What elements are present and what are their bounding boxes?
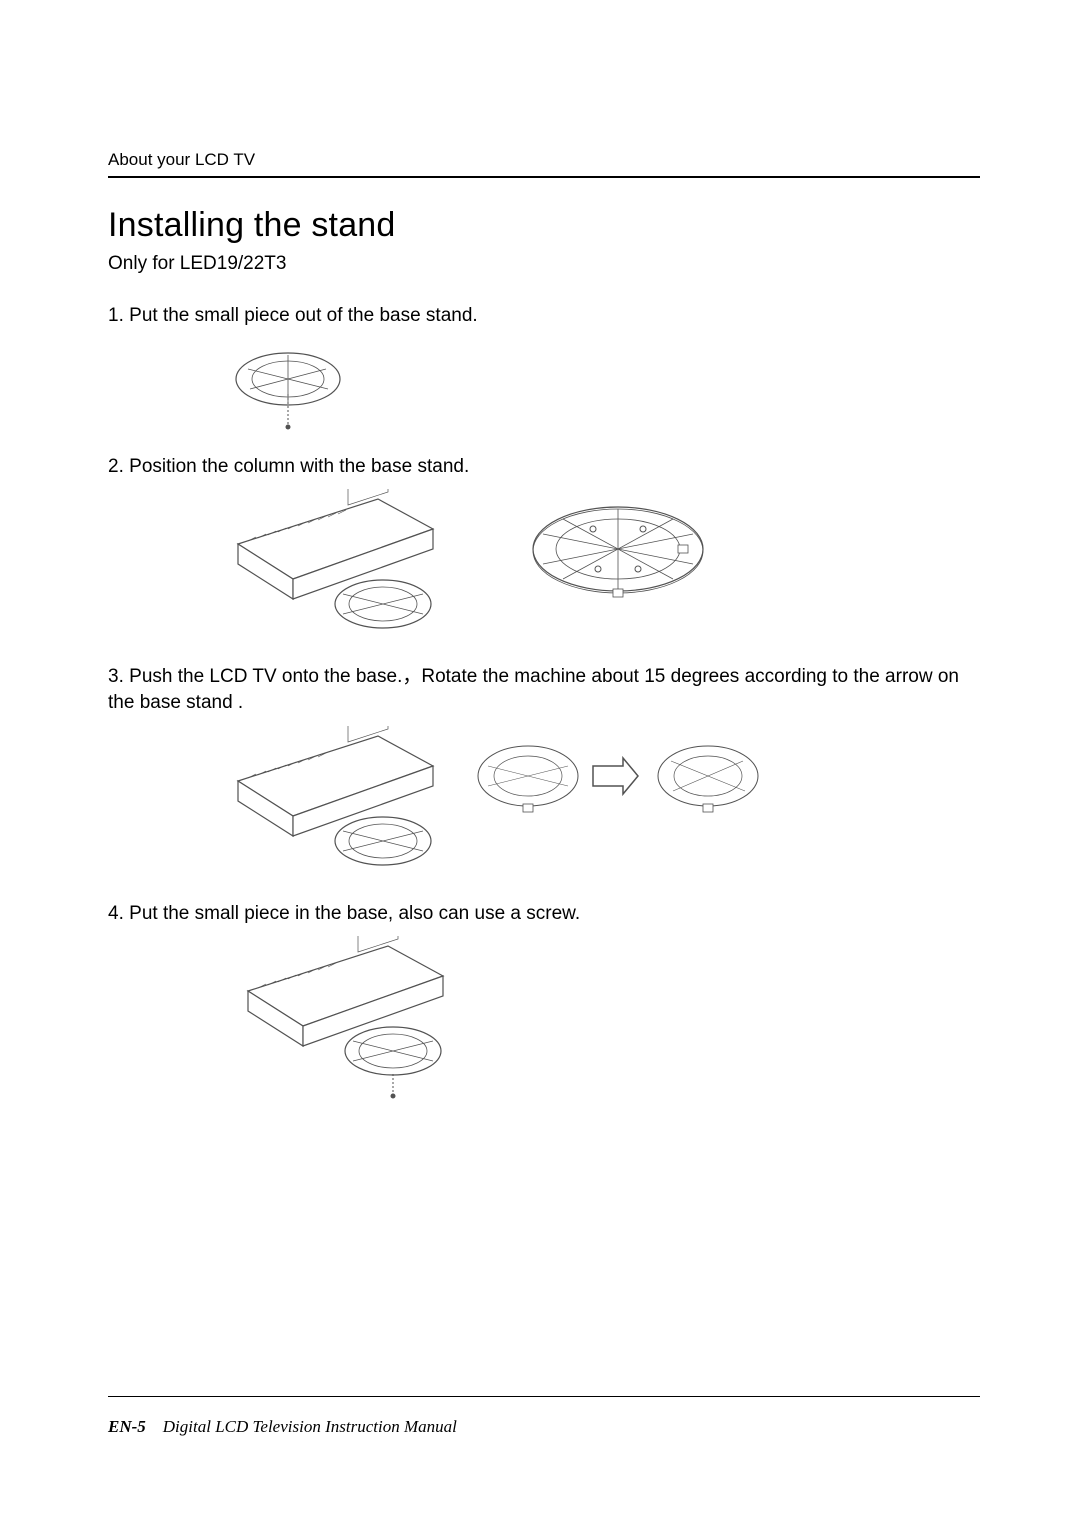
- step-1-body: Put the small piece out of the base stan…: [129, 305, 478, 326]
- step-4-text: 4. Put the small piece in the base, also…: [108, 901, 980, 927]
- step-4-figures: [108, 936, 980, 1101]
- page-title: Installing the stand: [108, 206, 980, 245]
- footer-doc-title: Digital LCD Television Instruction Manua…: [163, 1417, 457, 1436]
- steps-list: 1. Put the small piece out of the base s…: [108, 303, 980, 1101]
- footer-page-code: EN-5: [108, 1417, 146, 1436]
- page-footer: EN-5 Digital LCD Television Instruction …: [108, 1396, 980, 1437]
- manual-page: About your LCD TV Installing the stand O…: [0, 0, 1080, 1527]
- step-3-num: 3.: [108, 666, 124, 687]
- step-3-text: 3. Push the LCD TV onto the base.，Rotate…: [108, 664, 980, 715]
- step-1-figures: [108, 339, 980, 434]
- base-top-view-figure: [523, 489, 713, 609]
- step-3-body: Push the LCD TV onto the base.，Rotate th…: [108, 666, 959, 713]
- step-2-figures: [108, 489, 980, 644]
- header-section-label: About your LCD TV: [108, 150, 980, 178]
- base-rotate-sequence-figure: [473, 726, 773, 826]
- step-1-text: 1. Put the small piece out of the base s…: [108, 303, 980, 329]
- page-subtitle: Only for LED19/22T3: [108, 253, 980, 275]
- step-2-text: 2. Position the column with the base sta…: [108, 454, 980, 480]
- tv-push-onto-base-figure: [228, 726, 443, 881]
- base-stand-piece-out-figure: [228, 339, 348, 434]
- step-2-body: Position the column with the base stand.: [129, 456, 469, 477]
- tv-with-base-figure: [228, 489, 443, 644]
- tv-base-screw-figure: [238, 936, 453, 1101]
- step-4-num: 4.: [108, 903, 124, 924]
- step-4-body: Put the small piece in the base, also ca…: [129, 903, 580, 924]
- step-1-num: 1.: [108, 305, 124, 326]
- step-2-num: 2.: [108, 456, 124, 477]
- step-3-figures: [108, 726, 980, 881]
